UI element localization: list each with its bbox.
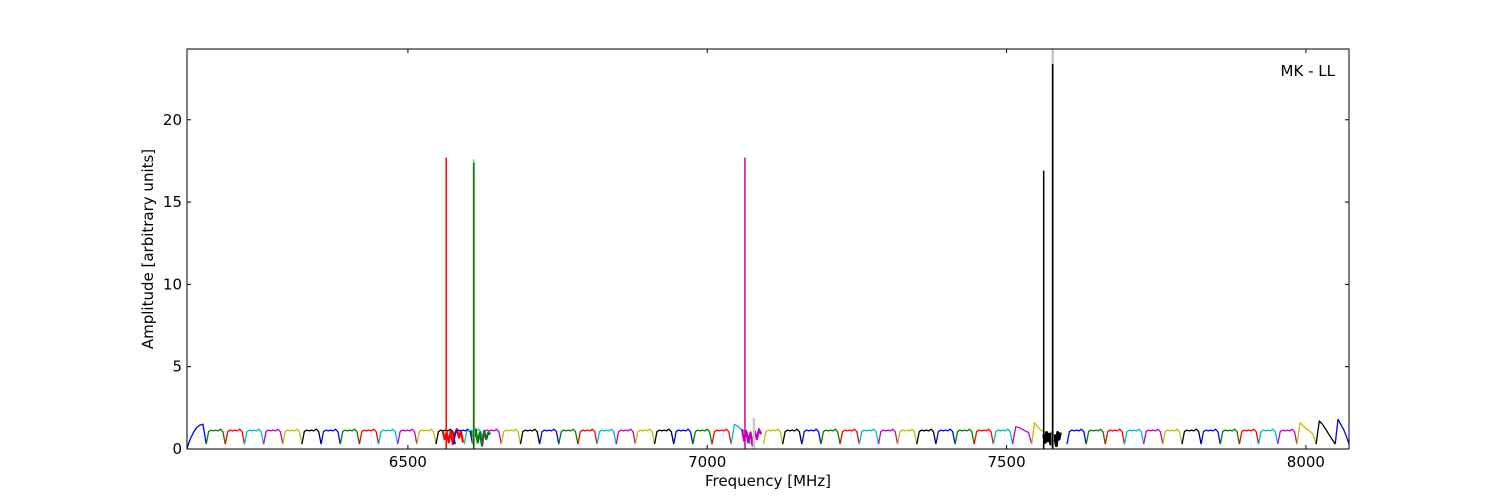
band-line-29 (692, 428, 713, 445)
band-line-55 (1181, 428, 1202, 445)
band-line-30 (711, 428, 732, 445)
band-line-1 (205, 428, 226, 445)
x-tick-label: 8000 (1287, 453, 1325, 471)
band-line-24 (596, 428, 617, 445)
band-line-9 (358, 428, 380, 445)
band-line-59 (1257, 428, 1279, 445)
band-line-4 (262, 428, 284, 445)
x-tick-label: 7000 (688, 453, 726, 471)
band-line-3 (243, 428, 265, 445)
y-tick-label: 20 (163, 111, 182, 129)
band-line-8 (339, 428, 361, 445)
y-tick-label: 0 (172, 440, 182, 458)
band-line-34 (782, 428, 803, 445)
plot-frame (186, 48, 1350, 450)
band-line-38 (858, 428, 880, 445)
band-line-27 (653, 428, 675, 445)
band-line-42 (935, 428, 956, 445)
y-tick-label: 5 (172, 358, 182, 376)
band-line-18 (481, 428, 502, 445)
band-line-63 (1334, 418, 1350, 445)
plot-annotation: MK - LL (1281, 62, 1336, 80)
band-line-11 (397, 428, 418, 445)
band-line-35 (801, 428, 822, 445)
y-tick-label: 15 (163, 193, 182, 211)
band-line-21 (538, 428, 560, 445)
band-line-49 (1066, 428, 1087, 445)
band-line-5 (282, 428, 303, 445)
band-line-7 (320, 428, 341, 445)
band-line-46 (1011, 426, 1033, 445)
band-line-10 (377, 428, 399, 445)
band-line-40 (896, 428, 918, 445)
band-line-45 (992, 428, 1014, 445)
band-line-12 (416, 428, 437, 445)
band-line-20 (519, 428, 541, 445)
band-line-58 (1238, 428, 1260, 445)
x-tick-label: 7500 (987, 453, 1025, 471)
y-tick-label: 10 (163, 275, 182, 293)
band-line-23 (577, 428, 598, 445)
band-line-28 (673, 428, 694, 445)
x-axis-label: Frequency [MHz] (705, 472, 831, 490)
band-line-22 (558, 428, 579, 445)
band-line-43 (954, 428, 975, 445)
band-line-57 (1219, 428, 1241, 445)
band-line-6 (301, 428, 322, 445)
band-line-56 (1200, 428, 1221, 445)
band-line-25 (615, 428, 637, 445)
band-line-41 (916, 428, 937, 445)
band-line-44 (973, 428, 995, 445)
y-axis-label: Amplitude [arbitrary units] (139, 149, 157, 349)
band-line-2 (224, 428, 246, 445)
x-tick-label: 6500 (389, 453, 427, 471)
band-line-54 (1162, 428, 1183, 445)
band-line-61 (1296, 422, 1317, 445)
band-line-60 (1277, 428, 1298, 445)
plot-marks (186, 49, 1350, 449)
band-line-33 (762, 428, 784, 445)
band-line-50 (1085, 428, 1106, 445)
band-line-39 (877, 428, 899, 445)
band-line-52 (1123, 428, 1145, 445)
band-line-51 (1104, 428, 1126, 445)
band-line-62 (1315, 420, 1336, 445)
band-line-0 (186, 423, 207, 449)
band-line-53 (1143, 428, 1164, 445)
band-line-36 (820, 428, 841, 445)
band-line-37 (839, 428, 860, 445)
band-line-19 (500, 428, 522, 445)
band-line-26 (634, 428, 656, 445)
axis-ticks: 6500 7000 7500 8000 0 5 10 15 20 (163, 49, 1349, 471)
